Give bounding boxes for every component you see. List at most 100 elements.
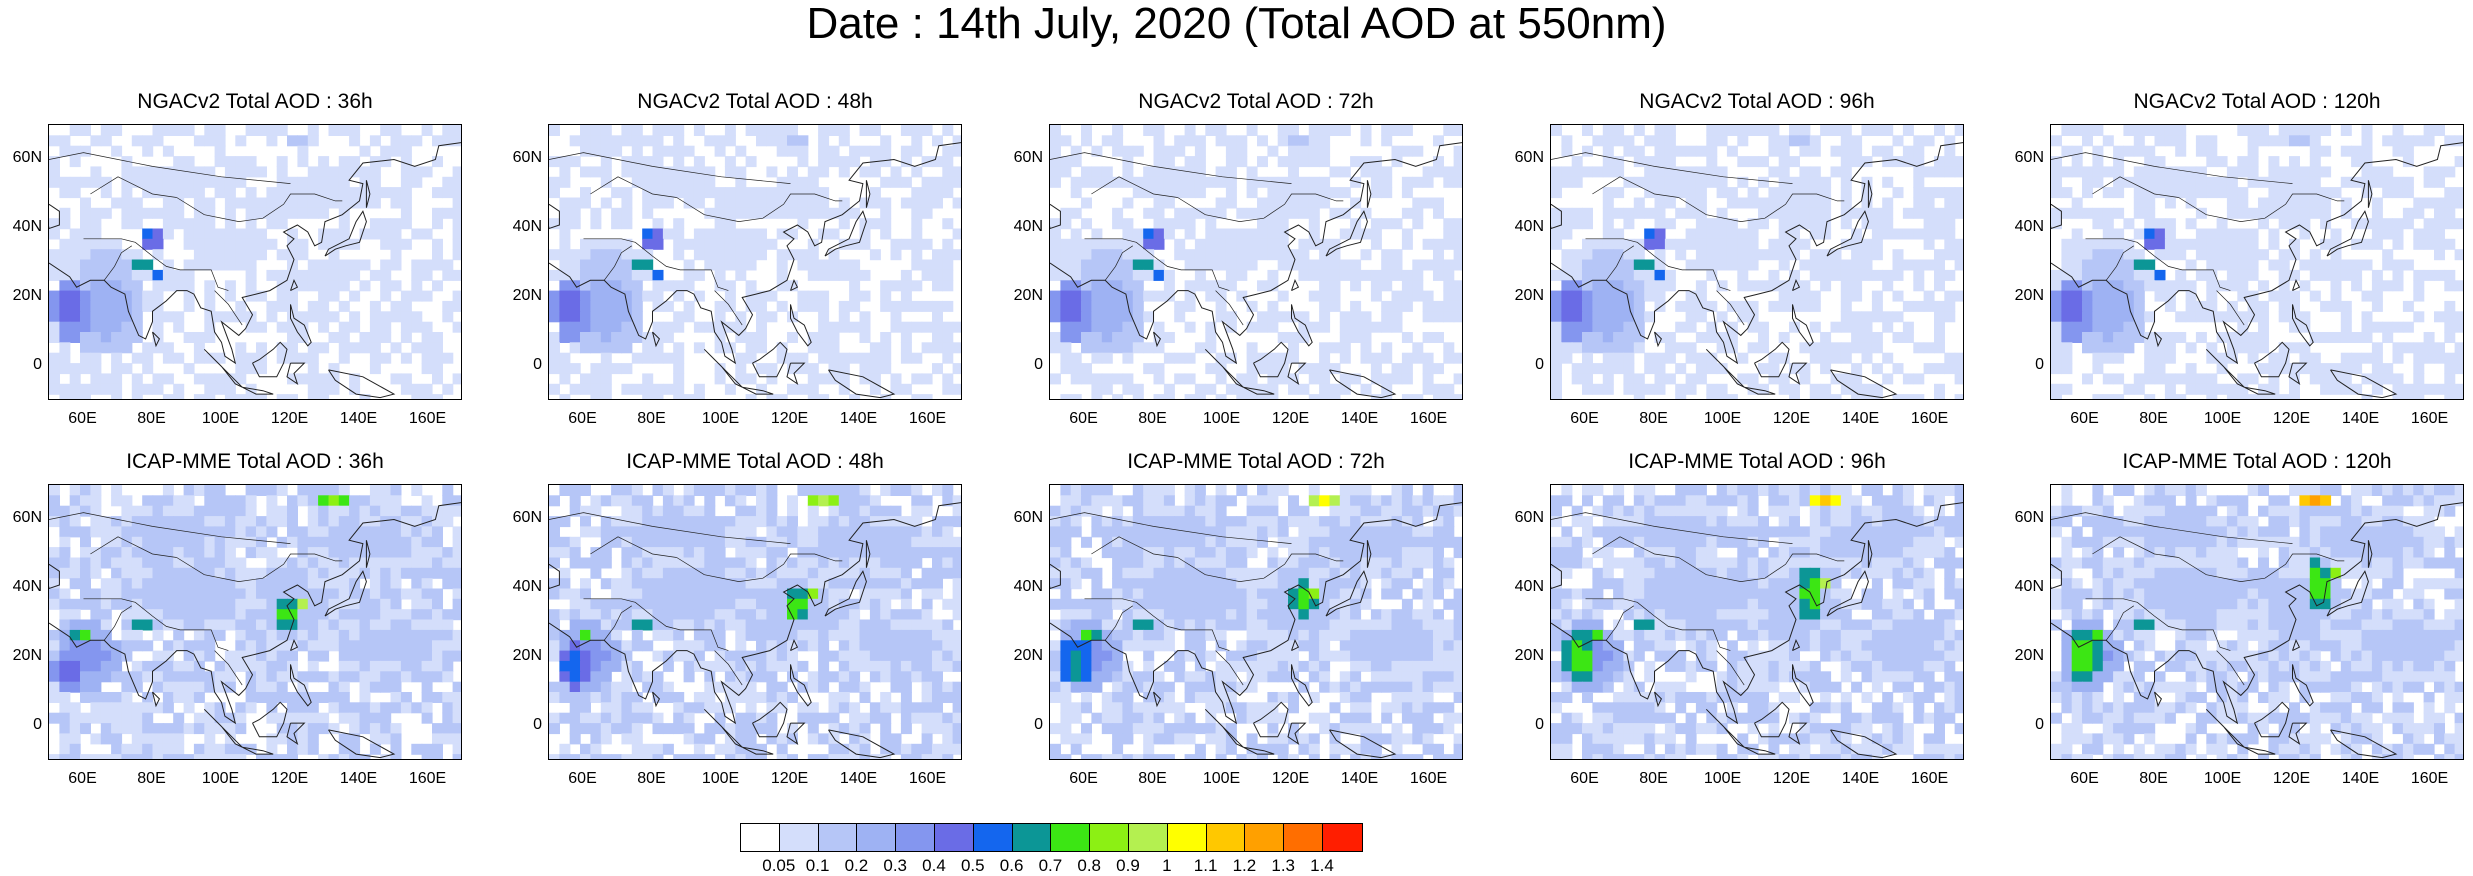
x-tick-label: 160E <box>903 770 953 788</box>
y-tick-label: 0 <box>2004 356 2044 374</box>
y-tick-label: 0 <box>1504 356 1544 374</box>
map-frame <box>2050 124 2464 400</box>
y-tick-label: 0 <box>1003 356 1043 374</box>
x-tick-label: 100E <box>696 410 746 428</box>
x-tick-label: 160E <box>2405 770 2455 788</box>
x-tick-label: 120E <box>265 410 315 428</box>
panel-title: ICAP-MME Total AOD : 120h <box>2050 450 2464 474</box>
x-tick-label: 140E <box>1836 410 1886 428</box>
x-tick-label: 80E <box>1128 410 1178 428</box>
x-tick-label: 120E <box>265 770 315 788</box>
panel-title: ICAP-MME Total AOD : 96h <box>1550 450 1964 474</box>
y-tick-label: 40N <box>2 578 42 596</box>
x-tick-label: 60E <box>558 770 608 788</box>
x-tick-label: 60E <box>558 410 608 428</box>
aod-field <box>1551 485 1964 760</box>
y-tick-label: 60N <box>1003 509 1043 527</box>
x-tick-label: 100E <box>1698 770 1748 788</box>
x-tick-label: 160E <box>2405 410 2455 428</box>
panel-title: NGACv2 Total AOD : 36h <box>48 90 462 114</box>
x-tick-label: 80E <box>2129 770 2179 788</box>
x-tick-label: 140E <box>1335 410 1385 428</box>
x-tick-label: 60E <box>1059 410 1109 428</box>
colorbar-swatch <box>1051 824 1090 851</box>
x-tick-label: 60E <box>2060 410 2110 428</box>
panel-title: NGACv2 Total AOD : 96h <box>1550 90 1964 114</box>
x-tick-label: 160E <box>1905 410 1955 428</box>
colorbar-swatch <box>896 824 935 851</box>
x-tick-label: 140E <box>834 410 884 428</box>
colorbar-swatch <box>935 824 974 851</box>
x-tick-label: 100E <box>196 770 246 788</box>
aod-colorbar <box>740 823 1363 852</box>
y-tick-label: 0 <box>2 356 42 374</box>
x-tick-label: 100E <box>196 410 246 428</box>
aod-field <box>2051 125 2464 400</box>
x-tick-label: 120E <box>2267 770 2317 788</box>
x-tick-label: 60E <box>1059 770 1109 788</box>
x-tick-label: 60E <box>2060 770 2110 788</box>
x-tick-label: 160E <box>1905 770 1955 788</box>
colorbar-swatch <box>780 824 819 851</box>
aod-field <box>49 125 462 400</box>
y-tick-label: 60N <box>502 509 542 527</box>
x-tick-label: 140E <box>1335 770 1385 788</box>
panel-title: ICAP-MME Total AOD : 72h <box>1049 450 1463 474</box>
y-tick-label: 40N <box>1003 578 1043 596</box>
x-tick-label: 80E <box>127 410 177 428</box>
y-tick-label: 20N <box>2004 287 2044 305</box>
y-tick-label: 40N <box>2004 218 2044 236</box>
colorbar-swatch <box>1168 824 1207 851</box>
y-tick-label: 60N <box>2004 509 2044 527</box>
panel-title: ICAP-MME Total AOD : 48h <box>548 450 962 474</box>
map-frame <box>1049 484 1463 760</box>
x-tick-label: 140E <box>1836 770 1886 788</box>
aod-field <box>549 125 962 400</box>
aod-field <box>49 485 462 760</box>
x-tick-label: 80E <box>2129 410 2179 428</box>
map-frame <box>1550 484 1964 760</box>
y-tick-label: 20N <box>1003 647 1043 665</box>
colorbar-swatch <box>819 824 858 851</box>
y-tick-label: 60N <box>2004 149 2044 167</box>
y-tick-label: 60N <box>1003 149 1043 167</box>
y-tick-label: 0 <box>2 716 42 734</box>
map-frame <box>48 124 462 400</box>
aod-field <box>1050 125 1463 400</box>
y-tick-label: 0 <box>2004 716 2044 734</box>
y-tick-label: 60N <box>1504 509 1544 527</box>
x-tick-label: 80E <box>1629 770 1679 788</box>
y-tick-label: 20N <box>1504 287 1544 305</box>
y-tick-label: 40N <box>502 578 542 596</box>
x-tick-label: 120E <box>1266 410 1316 428</box>
y-tick-label: 40N <box>1504 218 1544 236</box>
x-tick-label: 80E <box>627 770 677 788</box>
colorbar-swatch <box>1245 824 1284 851</box>
colorbar-swatch <box>1323 824 1362 851</box>
colorbar-swatch <box>974 824 1013 851</box>
y-tick-label: 20N <box>2 647 42 665</box>
x-tick-label: 160E <box>403 410 453 428</box>
y-tick-label: 20N <box>2004 647 2044 665</box>
aod-field <box>1050 485 1463 760</box>
y-tick-label: 60N <box>2 149 42 167</box>
x-tick-label: 120E <box>2267 410 2317 428</box>
panel-title: NGACv2 Total AOD : 120h <box>2050 90 2464 114</box>
x-tick-label: 100E <box>1197 410 1247 428</box>
colorbar-swatch <box>1207 824 1246 851</box>
x-tick-label: 160E <box>903 410 953 428</box>
colorbar-tick-label: 1.4 <box>1297 856 1347 876</box>
x-tick-label: 160E <box>1404 770 1454 788</box>
x-tick-label: 60E <box>58 770 108 788</box>
y-tick-label: 40N <box>1003 218 1043 236</box>
y-tick-label: 20N <box>1504 647 1544 665</box>
x-tick-label: 120E <box>1767 410 1817 428</box>
x-tick-label: 160E <box>1404 410 1454 428</box>
colorbar-swatch <box>1013 824 1052 851</box>
x-tick-label: 120E <box>765 770 815 788</box>
x-tick-label: 140E <box>2336 770 2386 788</box>
y-tick-label: 40N <box>2 218 42 236</box>
y-tick-label: 60N <box>2 509 42 527</box>
map-frame <box>548 124 962 400</box>
x-tick-label: 80E <box>1128 770 1178 788</box>
